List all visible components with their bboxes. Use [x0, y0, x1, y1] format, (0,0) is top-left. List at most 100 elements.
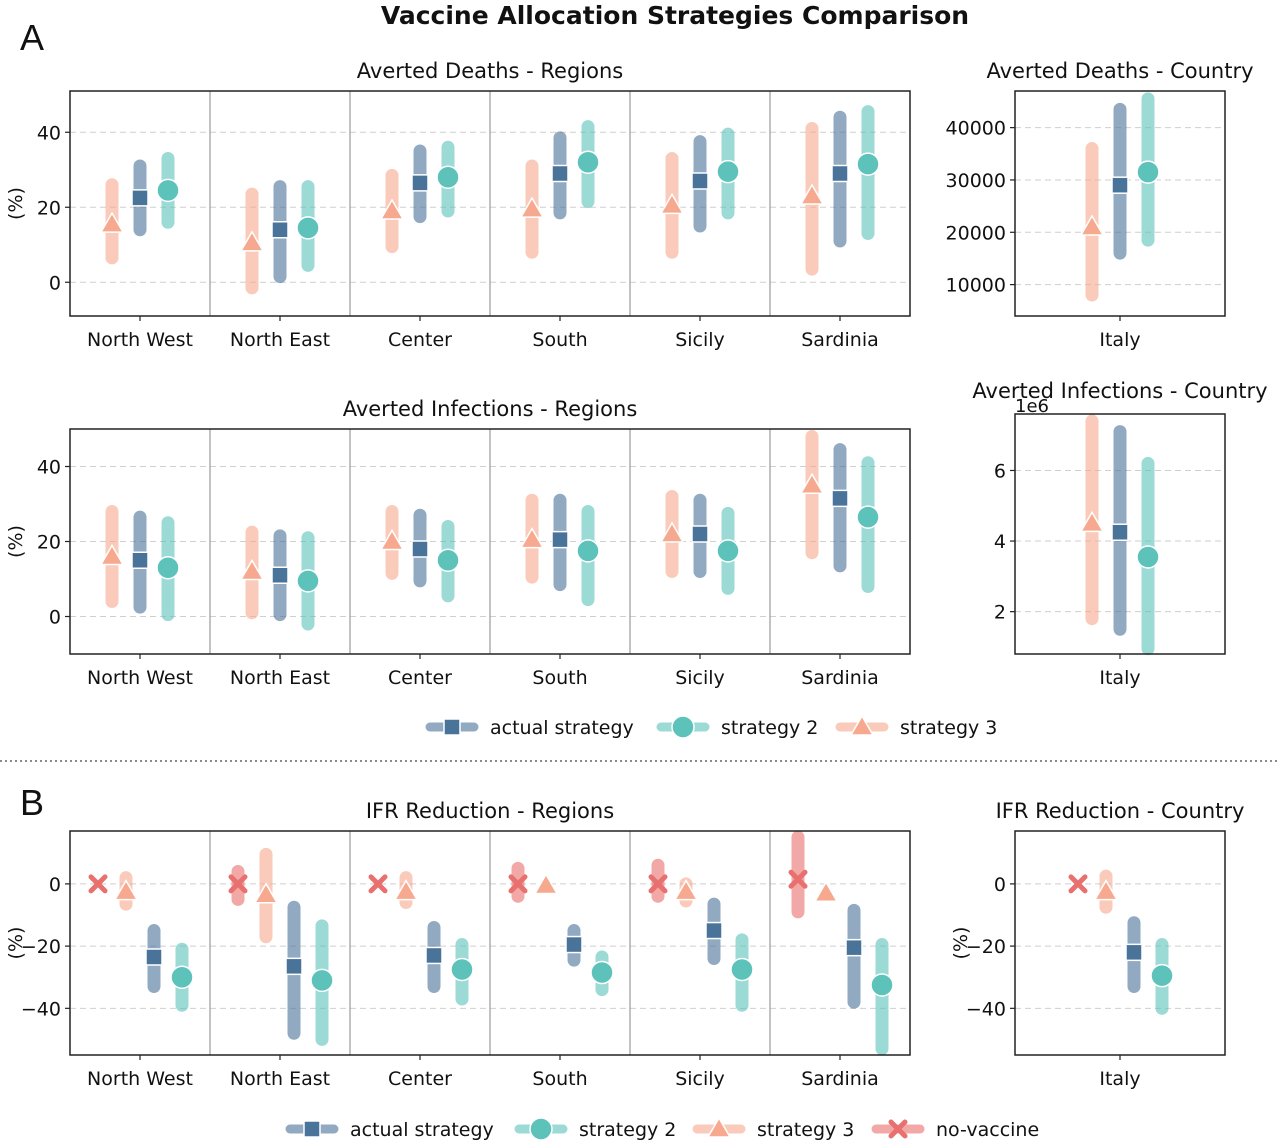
figure-title: Vaccine Allocation Strategies Comparison	[381, 1, 969, 30]
x-tick-label: Sicily	[675, 667, 725, 689]
data-point	[1079, 510, 1105, 533]
data-point	[1150, 963, 1174, 988]
x-tick-label: North East	[230, 667, 330, 689]
legend-label: strategy 3	[900, 717, 997, 739]
legend-item-actual-strategy: actual strategy	[285, 1119, 494, 1141]
series-strategy-2	[1136, 456, 1160, 656]
x-tick-label: South	[532, 667, 587, 689]
data-point	[831, 489, 849, 508]
y-tick-label: −40	[966, 998, 1006, 1020]
legend-marker	[529, 1117, 553, 1141]
legend-panel-b: actual strategy strategy 2 strategy 3 no-va…	[285, 1116, 1039, 1141]
y-tick-label: 30000	[946, 170, 1006, 192]
series-strategy-3	[113, 847, 839, 944]
data-point	[228, 874, 248, 894]
section-label-a: A	[20, 17, 44, 58]
data-point	[1111, 523, 1129, 541]
y-tick-label: 4	[994, 531, 1006, 553]
y-axis-label: (%)	[950, 927, 972, 960]
data-point	[99, 544, 125, 566]
data-point	[379, 529, 405, 551]
data-point	[239, 559, 265, 581]
data-point	[576, 539, 600, 563]
series-strategy-3	[99, 122, 825, 295]
legend-marker	[303, 1120, 321, 1138]
series-actual-strategy	[1125, 916, 1143, 994]
data-point	[648, 874, 668, 894]
y-axis-label: (%)	[5, 187, 27, 220]
series-strategy-2	[156, 105, 880, 272]
data-point	[691, 172, 709, 190]
data-point	[1136, 545, 1160, 569]
data-point	[659, 192, 685, 215]
data-point	[170, 965, 194, 989]
x-tick-label: South	[532, 329, 587, 351]
series-strategy-2	[170, 919, 894, 1056]
data-point	[296, 216, 320, 240]
y-tick-label: −20	[966, 936, 1006, 958]
data-point	[253, 882, 279, 904]
data-point	[113, 879, 139, 901]
data-point	[565, 935, 583, 954]
y-tick-label: 40	[37, 122, 61, 144]
chart-title: Averted Infections - Country	[972, 379, 1267, 403]
x-tick-label: Sicily	[675, 1068, 725, 1090]
data-point	[285, 957, 303, 976]
x-tick-label: Sardinia	[801, 329, 878, 351]
x-tick-label: Italy	[1099, 1068, 1140, 1090]
data-point	[799, 472, 825, 494]
data-point	[856, 505, 880, 529]
plot-frame	[69, 830, 911, 1056]
x-tick-label: Sardinia	[801, 667, 878, 689]
y-tick-label: 0	[49, 607, 61, 629]
chart-ifr-country: −40 −20 0 Italy IFR Reduction - Country (%)	[950, 799, 1244, 1090]
y-tick-label: 6	[994, 460, 1006, 482]
data-point	[691, 525, 709, 543]
y-tick-label: −40	[21, 998, 61, 1020]
x-tick-label: Center	[388, 329, 452, 351]
data-point	[131, 189, 149, 207]
chart-deaths-regions: 0 20 40 North West North East Center South Sici…	[5, 59, 911, 351]
y-tick-label: 10000	[946, 275, 1006, 297]
legend-label: strategy 2	[579, 1119, 676, 1141]
legend-label: strategy 3	[757, 1119, 854, 1141]
data-point	[856, 152, 880, 176]
x-tick-label: Sicily	[675, 329, 725, 351]
x-tick-label: Italy	[1099, 667, 1140, 689]
y-tick-label: 20000	[946, 222, 1006, 244]
legend-marker	[671, 715, 695, 739]
data-point	[519, 527, 545, 549]
data-point	[239, 230, 265, 252]
data-point	[799, 183, 825, 205]
data-point	[425, 946, 443, 965]
y-tick-label: 0	[49, 272, 61, 294]
data-point	[379, 198, 405, 220]
y-axis-label: (%)	[5, 525, 27, 558]
series-strategy-3	[1079, 414, 1105, 626]
legend-item-strategy-2: strategy 2	[656, 715, 818, 739]
x-tick-label: South	[532, 1068, 587, 1090]
data-point	[436, 548, 460, 572]
y-tick-label: −20	[21, 936, 61, 958]
y-tick-label: 20	[37, 532, 61, 554]
series-no-vaccine	[88, 830, 808, 919]
data-point	[551, 164, 569, 183]
data-point	[1068, 874, 1088, 894]
data-point	[813, 880, 839, 902]
axis-scale-label: 1e6	[1015, 396, 1049, 417]
legend-label: actual strategy	[490, 717, 634, 739]
data-point	[156, 556, 180, 580]
y-tick-label: 40000	[946, 118, 1006, 140]
series-strategy-2	[1136, 92, 1160, 247]
y-tick-label: 0	[994, 874, 1006, 896]
legend-item-no-vaccine: no-vaccine	[871, 1119, 1039, 1141]
data-point	[788, 869, 808, 889]
x-tick-label: North West	[87, 329, 193, 351]
series-actual-strategy	[1111, 425, 1129, 636]
x-tick-label: North West	[87, 1068, 193, 1090]
x-tick-label: North East	[230, 329, 330, 351]
x-tick-label: North East	[230, 1068, 330, 1090]
legend-panel-a: actual strategy strategy 2 strategy 3	[425, 714, 997, 739]
